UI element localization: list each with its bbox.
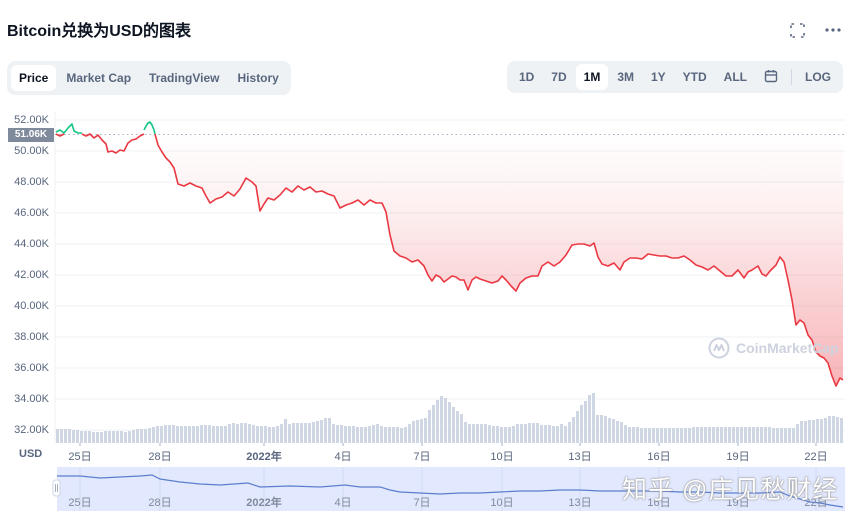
tab-market-cap[interactable]: Market Cap bbox=[66, 71, 132, 85]
chart-type-tabs: Price Market Cap TradingView History bbox=[7, 61, 291, 95]
range-1d[interactable]: 1D bbox=[518, 70, 535, 84]
navigator-tick: 2022年 bbox=[246, 497, 282, 509]
navigator-tick: 7日 bbox=[413, 497, 431, 509]
x-tick: 4日 bbox=[334, 451, 352, 463]
y-tick: 52.00K bbox=[14, 114, 49, 126]
y-tick: 50.00K bbox=[14, 145, 49, 157]
date-picker-button[interactable] bbox=[756, 63, 786, 92]
zhihu-watermark: 知乎 @庄见愁财经 bbox=[622, 476, 839, 504]
x-tick: 16日 bbox=[647, 451, 671, 463]
y-tick: 36.00K bbox=[14, 362, 49, 374]
volume-bars bbox=[56, 393, 843, 443]
time-range-selector: 1D 7D 1M 3M 1Y YTD ALL LOG bbox=[506, 61, 843, 93]
navigator-tick: 25日 bbox=[68, 497, 92, 509]
tab-history[interactable]: History bbox=[237, 71, 279, 85]
y-tick: 34.00K bbox=[14, 393, 49, 405]
navigator-tick: 13日 bbox=[568, 497, 592, 509]
y-tick: 48.00K bbox=[14, 176, 49, 188]
tab-tradingview[interactable]: TradingView bbox=[149, 71, 220, 85]
navigator-line bbox=[57, 474, 844, 508]
y-tick: 38.00K bbox=[14, 331, 49, 343]
navigator-tick: 10日 bbox=[490, 497, 514, 509]
navigator-tick: 22日 bbox=[804, 497, 828, 509]
tab-price[interactable]: Price bbox=[11, 65, 57, 91]
y-tick: 46.00K bbox=[14, 207, 49, 219]
navigator-tick: 16日 bbox=[647, 497, 671, 509]
y-tick: 40.00K bbox=[14, 300, 49, 312]
x-tick: 19日 bbox=[726, 451, 750, 463]
price-line bbox=[55, 133, 844, 387]
y-tick: 42.00K bbox=[14, 269, 49, 281]
coinmarketcap-text: CoinMarketCap bbox=[736, 340, 839, 356]
navigator-handle-left bbox=[52, 479, 61, 497]
x-tick: 7日 bbox=[413, 451, 431, 463]
y-tick: 44.00K bbox=[14, 238, 49, 250]
coinmarketcap-watermark: CoinMarketCap bbox=[708, 337, 839, 359]
calendar-icon bbox=[764, 69, 778, 82]
x-tick: 28日 bbox=[148, 451, 172, 463]
x-tick-year: 2022年 bbox=[246, 451, 282, 463]
range-ytd[interactable]: YTD bbox=[682, 70, 707, 84]
range-7d[interactable]: 7D bbox=[551, 70, 567, 84]
navigator-tick: 4日 bbox=[334, 497, 352, 509]
log-scale-toggle[interactable]: LOG bbox=[805, 70, 831, 84]
range-all[interactable]: ALL bbox=[723, 70, 747, 84]
range-1m[interactable]: 1M bbox=[575, 64, 609, 90]
coinmarketcap-logo-icon bbox=[708, 337, 730, 359]
top-actions bbox=[789, 22, 841, 38]
range-1y[interactable]: 1Y bbox=[650, 70, 666, 84]
x-tick: 13日 bbox=[568, 451, 592, 463]
navigator-background bbox=[57, 467, 845, 511]
navigator-tick: 19日 bbox=[726, 497, 750, 509]
divider bbox=[791, 69, 792, 85]
range-3m[interactable]: 3M bbox=[617, 70, 634, 84]
price-area-fill bbox=[155, 134, 843, 386]
x-tick: 10日 bbox=[490, 451, 514, 463]
navigator-tick: 28日 bbox=[148, 497, 172, 509]
chart-title: Bitcoin兑换为USD的图表 bbox=[7, 23, 192, 40]
currency-label: USD bbox=[19, 448, 43, 460]
price-line-up bbox=[55, 121, 156, 135]
y-tick: 32.00K bbox=[14, 424, 49, 436]
x-tick: 22日 bbox=[804, 451, 828, 463]
x-tick: 25日 bbox=[68, 451, 92, 463]
current-price-tag: 51.06K bbox=[8, 128, 54, 142]
more-dots-icon bbox=[825, 28, 841, 32]
more-button[interactable] bbox=[825, 22, 841, 38]
